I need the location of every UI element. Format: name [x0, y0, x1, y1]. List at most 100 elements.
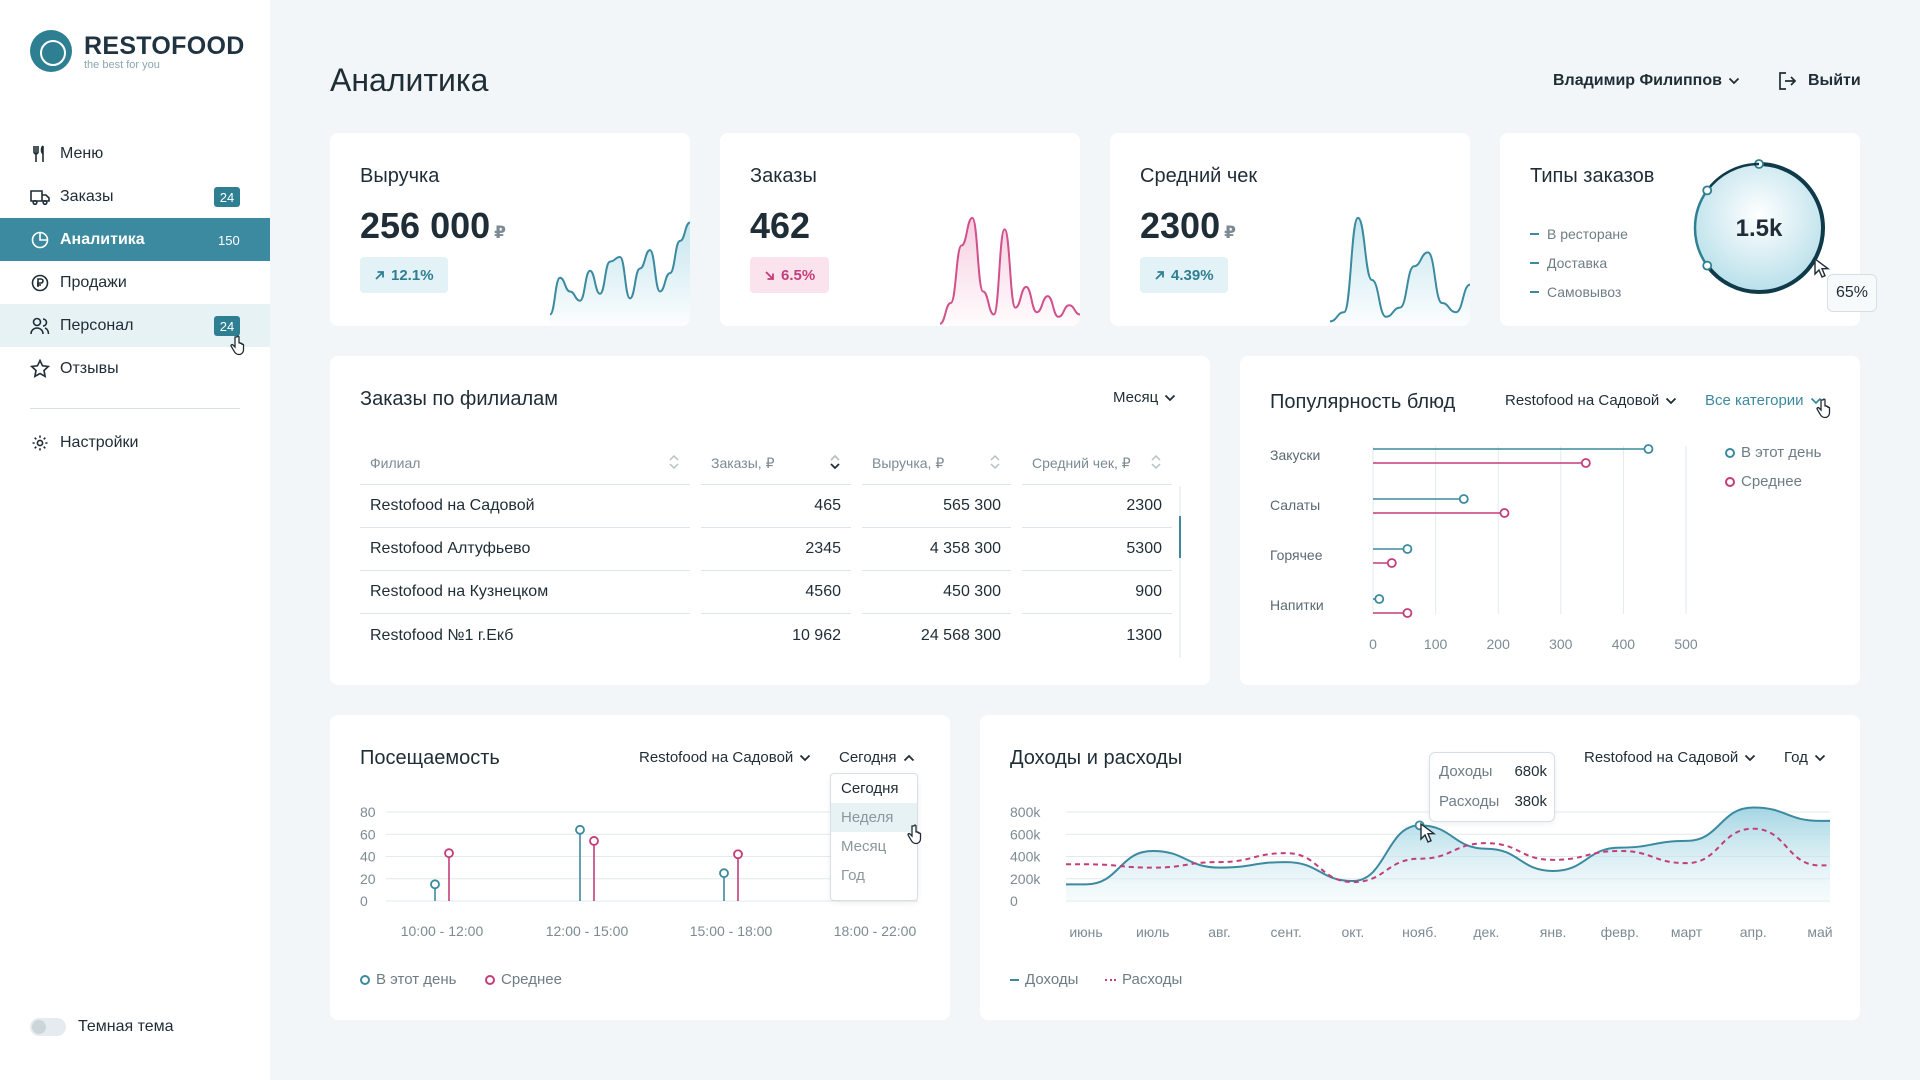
period-option-year[interactable]: Год	[841, 867, 865, 884]
analytics-count-badge: 150	[218, 232, 240, 248]
lollipop-point	[1402, 544, 1413, 554]
lollipop-point	[1580, 458, 1591, 468]
sidebar-item-reviews[interactable]: Отзывы	[0, 347, 270, 390]
table-row[interactable]: Restofood на Садовой 465 565 300 2300	[360, 485, 1175, 528]
cell-orders: 10 962	[792, 626, 841, 644]
sidebar-item-label: Отзывы	[60, 359, 119, 377]
chevron-down-icon	[1810, 397, 1821, 404]
x-tick-label: 10:00 - 12:00	[401, 923, 484, 939]
finance-period-dropdown[interactable]: Год	[1784, 749, 1826, 766]
lollipop-point	[1643, 444, 1654, 454]
sort-icon	[1150, 454, 1162, 473]
sidebar-item-menu[interactable]: Меню	[0, 132, 270, 175]
sidebar-item-orders[interactable]: Заказы 24	[0, 175, 270, 218]
user-menu[interactable]: Владимир Филиппов	[1553, 72, 1740, 90]
x-tick-label: нояб.	[1402, 924, 1437, 940]
cell-revenue: 450 300	[862, 571, 1011, 614]
lollipop-point	[1386, 558, 1397, 568]
logout-icon	[1779, 72, 1797, 90]
sidebar-item-staff[interactable]: Персонал 24	[0, 304, 270, 347]
column-header-orders[interactable]: Заказы, ₽	[701, 442, 851, 485]
legend-average: Среднее	[1725, 473, 1802, 490]
lollipop-point	[719, 868, 729, 879]
donut-slice	[1693, 189, 1709, 267]
sort-icon	[989, 454, 1001, 473]
lollipop-point	[575, 824, 585, 835]
chevron-down-icon	[1728, 77, 1740, 85]
cell-branch: Restofood №1 г.Екб	[370, 626, 514, 644]
branches-table: Филиал Заказы, ₽ Выручка, ₽ Средний чек,…	[360, 442, 1175, 657]
table-scrollbar-thumb[interactable]	[1179, 516, 1181, 558]
column-header-avg-check[interactable]: Средний чек, ₽	[1022, 442, 1172, 485]
popularity-chart: 0 100 200 300 400 500 Закуски Салаты Горячее Напи…	[1270, 444, 1698, 652]
dark-theme-toggle[interactable]	[30, 1018, 66, 1036]
sparkline-line	[1330, 216, 1470, 323]
attendance-period-dropdown[interactable]: Сегодня	[839, 749, 915, 766]
order-types-card: Типы заказов В ресторане Доставка Самовы…	[1500, 133, 1860, 326]
table-row[interactable]: Restofood Алтуфьево 2345 4 358 300 5300	[360, 528, 1175, 571]
table-row[interactable]: Restofood на Кузнецком 4560 450 300 900	[360, 571, 1175, 614]
order-types-donut[interactable]: 1.5k	[1686, 155, 1832, 301]
cell-avg-check: 900	[1022, 571, 1172, 614]
orders-count-badge: 24	[214, 187, 240, 207]
lollipop-point	[1458, 494, 1469, 504]
popularity-branch-dropdown[interactable]: Restofood на Садовой	[1505, 392, 1677, 409]
orders-change-badge: 6.5%	[750, 257, 830, 293]
table-row[interactable]: Restofood №1 г.Екб 10 962 24 568 300 130…	[360, 614, 1175, 657]
truck-icon	[30, 187, 50, 207]
x-tick-label: март	[1671, 924, 1703, 940]
x-tick-label: янв.	[1540, 924, 1567, 940]
table-scrollbar-track[interactable]	[1179, 486, 1181, 658]
finance-tooltip: Доходы 680k Расходы 380k	[1429, 752, 1555, 822]
attendance-chart: 0 20 40 60 80 10:00 - 12:00 12:00 - 15:00 15:00…	[360, 804, 918, 939]
x-tick-label: 500	[1674, 636, 1698, 652]
sort-icon	[668, 454, 680, 473]
popularity-card: Популярность блюд Restofood на Садовой В…	[1240, 356, 1860, 685]
logout-label: Выйти	[1808, 72, 1861, 89]
branches-period-dropdown[interactable]: Месяц	[1113, 389, 1176, 406]
sidebar-item-sales[interactable]: Продажи	[0, 261, 270, 304]
branches-card: Заказы по филиалам Месяц Филиал Заказы, …	[330, 356, 1210, 685]
dark-theme-toggle-row: Темная тема	[30, 1018, 174, 1036]
legend-income: Доходы	[1010, 971, 1078, 988]
cell-branch: Restofood на Садовой	[360, 485, 690, 528]
finance-branch-dropdown[interactable]: Restofood на Садовой	[1584, 749, 1756, 766]
revenue-change-badge: 12.1%	[360, 257, 448, 293]
x-tick-label: 15:00 - 18:00	[690, 923, 773, 939]
x-tick-label: сент.	[1271, 924, 1302, 940]
branches-title: Заказы по филиалам	[360, 388, 559, 410]
brand-logo[interactable]: RESTOFOOD the best for you	[30, 30, 245, 72]
cell-branch: Restofood Алтуфьево	[360, 528, 690, 571]
cell-revenue: 565 300	[862, 485, 1011, 528]
lollipop-point	[430, 879, 440, 890]
page-title: Аналитика	[330, 62, 489, 98]
attendance-branch-dropdown[interactable]: Restofood на Садовой	[639, 749, 811, 766]
order-type-percent-tooltip: 65%	[1827, 274, 1877, 312]
sidebar-nav: Меню Заказы 24 Аналитика 150 Продажи	[0, 132, 270, 464]
sidebar: RESTOFOOD the best for you Меню Заказы 2…	[0, 0, 270, 1080]
chevron-down-icon	[1165, 394, 1176, 401]
sidebar-divider	[30, 408, 240, 409]
period-option-today[interactable]: Сегодня	[841, 780, 899, 797]
logout-button[interactable]: Выйти	[1778, 72, 1861, 90]
hand-cursor-icon	[907, 824, 922, 845]
legend-today: В этот день	[360, 971, 456, 988]
lollipop-point	[1374, 594, 1385, 604]
column-header-revenue[interactable]: Выручка, ₽	[862, 442, 1011, 485]
column-header-branch[interactable]: Филиал	[360, 442, 690, 485]
star-icon	[30, 359, 50, 379]
x-tick-label: июль	[1136, 924, 1169, 940]
category-label: Напитки	[1270, 597, 1324, 613]
period-option-week[interactable]: Неделя	[831, 803, 917, 832]
lollipop-point	[589, 836, 599, 846]
period-option-month[interactable]: Месяц	[841, 838, 887, 855]
sidebar-item-analytics[interactable]: Аналитика 150	[0, 218, 270, 261]
sidebar-item-settings[interactable]: Настройки	[0, 421, 270, 464]
lollipop-point	[444, 848, 454, 859]
y-tick-label: 40	[360, 849, 376, 865]
gear-icon	[30, 433, 50, 453]
legend-average: Среднее	[485, 971, 562, 988]
avg-check-change-badge: 4.39%	[1140, 257, 1228, 293]
y-tick-label: 400k	[1010, 849, 1041, 865]
popularity-category-dropdown[interactable]: Все категории	[1705, 392, 1822, 409]
